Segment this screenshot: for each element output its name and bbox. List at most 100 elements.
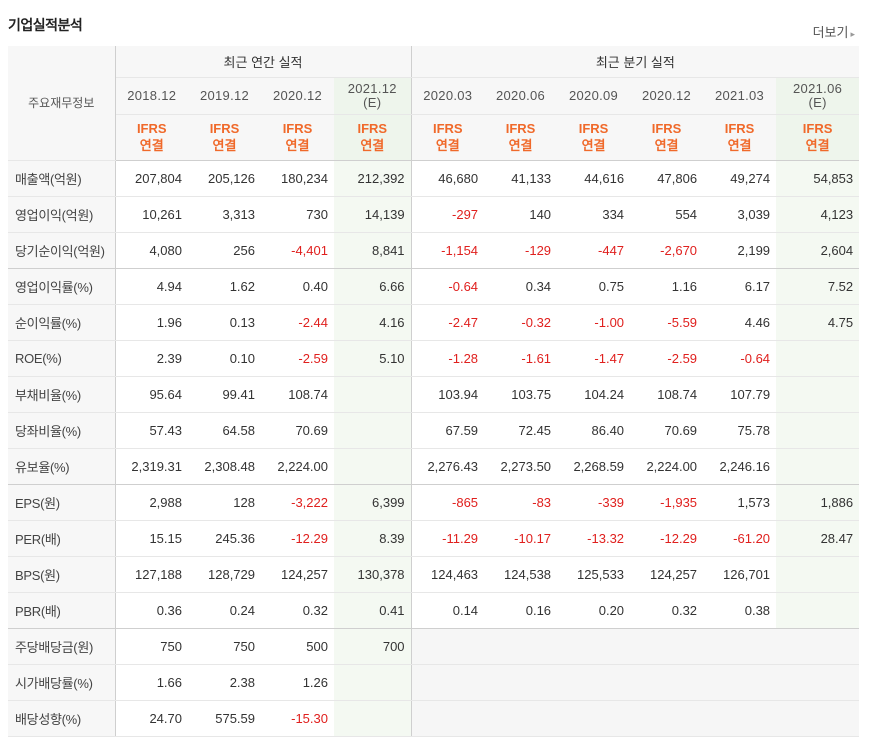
table-cell: 54,853: [776, 160, 860, 197]
period-header: 2020.06: [484, 77, 558, 115]
table-cell: 5.10: [334, 340, 412, 377]
chevron-right-icon: ▸: [850, 29, 855, 39]
table-cell: [630, 628, 704, 665]
table-row: PBR(배) 0.36 0.24 0.32 0.41 0.14 0.16 0.20 0.32 0.…: [8, 592, 860, 629]
period-date: 2019.12: [199, 87, 250, 103]
table-cell: 0.32: [630, 592, 704, 629]
period-date: 2021.03: [715, 87, 765, 103]
table-cell: -1.00: [557, 304, 631, 341]
period-header: 2019.12: [188, 77, 261, 115]
table-cell: 1.26: [261, 664, 334, 701]
period-date: 2020.12: [272, 87, 323, 103]
table-cell: 7.52: [776, 268, 860, 305]
table-cell: [334, 376, 412, 413]
accounting-basis-header: IFRS 연결: [115, 114, 188, 161]
table-cell: 4,080: [115, 232, 188, 269]
table-row: 부채비율(%) 95.64 99.41 108.74 103.94 103.75 104.2…: [8, 376, 860, 413]
ifrs-label: IFRS: [802, 121, 833, 136]
consolidated-label: 연결: [727, 138, 752, 153]
period-date: 2021.06: [793, 80, 843, 96]
table-cell: 125,533: [557, 556, 631, 593]
ifrs-label: IFRS: [651, 121, 682, 136]
table-cell: 103.75: [484, 376, 558, 413]
table-row: ROE(%) 2.39 0.10 -2.59 5.10 -1.28 -1.61 -1.47 -2…: [8, 340, 860, 377]
table-cell: [776, 628, 860, 665]
table-cell: 128: [188, 484, 261, 521]
table-cell: 41,133: [484, 160, 558, 197]
table-cell: -1.28: [410, 340, 485, 377]
period-date: 2020.12: [642, 87, 692, 103]
table-cell: 64.58: [188, 412, 261, 449]
table-cell: 2.39: [115, 340, 188, 377]
ifrs-label: IFRS: [724, 121, 755, 136]
table-cell: 256: [188, 232, 261, 269]
table-cell: 2,604: [776, 232, 860, 269]
more-link[interactable]: 더보기 ▸: [813, 22, 855, 41]
table-cell: 10,261: [115, 196, 188, 233]
table-cell: -2,670: [630, 232, 704, 269]
annual-group-header: 최근 연간 실적: [115, 46, 412, 78]
table-cell: [334, 448, 412, 485]
table-cell: 2,319.31: [115, 448, 188, 485]
table-cell: [776, 556, 860, 593]
table-cell: 750: [188, 628, 261, 665]
table-cell: 108.74: [630, 376, 704, 413]
consolidated-label: 연결: [508, 138, 533, 153]
row-label: PER(배): [8, 520, 116, 557]
table-cell: 15.15: [115, 520, 188, 557]
row-label: 순이익률(%): [8, 304, 116, 341]
table-cell: -0.64: [410, 268, 485, 305]
table-cell: 205,126: [188, 160, 261, 197]
row-label: 당좌비율(%): [8, 412, 116, 449]
table-cell: [484, 664, 558, 701]
period-header: 2021.12 (E): [334, 77, 412, 115]
table-cell: [703, 628, 777, 665]
table-cell: [410, 700, 485, 737]
table-cell: 1.96: [115, 304, 188, 341]
period-date: 2021.12: [347, 80, 397, 96]
row-label: EPS(원): [8, 484, 116, 521]
accounting-basis-header: IFRS 연결: [261, 114, 334, 161]
table-cell: 207,804: [115, 160, 188, 197]
table-cell: 3,313: [188, 196, 261, 233]
period-date: 2020.09: [569, 87, 619, 103]
row-label: 영업이익률(%): [8, 268, 116, 305]
table-cell: 75.78: [703, 412, 777, 449]
row-label: ROE(%): [8, 340, 116, 377]
table-cell: 4,123: [776, 196, 860, 233]
table-cell: 4.94: [115, 268, 188, 305]
table-cell: [557, 664, 631, 701]
row-label: BPS(원): [8, 556, 116, 593]
table-cell: -2.47: [410, 304, 485, 341]
ifrs-label: IFRS: [209, 121, 240, 136]
more-label: 더보기: [812, 25, 849, 40]
table-cell: -447: [557, 232, 631, 269]
table-cell: -297: [410, 196, 485, 233]
table-row: 시가배당률(%) 1.66 2.38 1.26: [8, 664, 860, 701]
table-cell: -1.47: [557, 340, 631, 377]
table-row: 배당성향(%) 24.70 575.59 -15.30: [8, 700, 860, 737]
accounting-basis-header: IFRS 연결: [188, 114, 261, 161]
table-cell: 334: [557, 196, 631, 233]
table-row: 순이익률(%) 1.96 0.13 -2.44 4.16 -2.47 -0.32 -1.00-…: [8, 304, 860, 341]
table-cell: -865: [410, 484, 485, 521]
table-cell: 104.24: [557, 376, 631, 413]
estimate-mark: (E): [808, 94, 827, 110]
table-cell: 108.74: [261, 376, 334, 413]
table-cell: -2.59: [261, 340, 334, 377]
table-cell: -1.61: [484, 340, 558, 377]
consolidated-label: 연결: [139, 138, 164, 153]
consolidated-label: 연결: [435, 138, 460, 153]
period-header: 2020.12: [261, 77, 334, 115]
table-cell: 140: [484, 196, 558, 233]
table-cell: 500: [261, 628, 334, 665]
table-cell: 2,988: [115, 484, 188, 521]
table-cell: [776, 700, 860, 737]
table-cell: 6,399: [334, 484, 412, 521]
table-cell: [484, 628, 558, 665]
period-header: 2021.06 (E): [776, 77, 860, 115]
estimate-mark: (E): [363, 94, 382, 110]
period-header: 2020.09: [557, 77, 631, 115]
table-cell: 14,139: [334, 196, 412, 233]
consolidated-label: 연결: [285, 138, 310, 153]
